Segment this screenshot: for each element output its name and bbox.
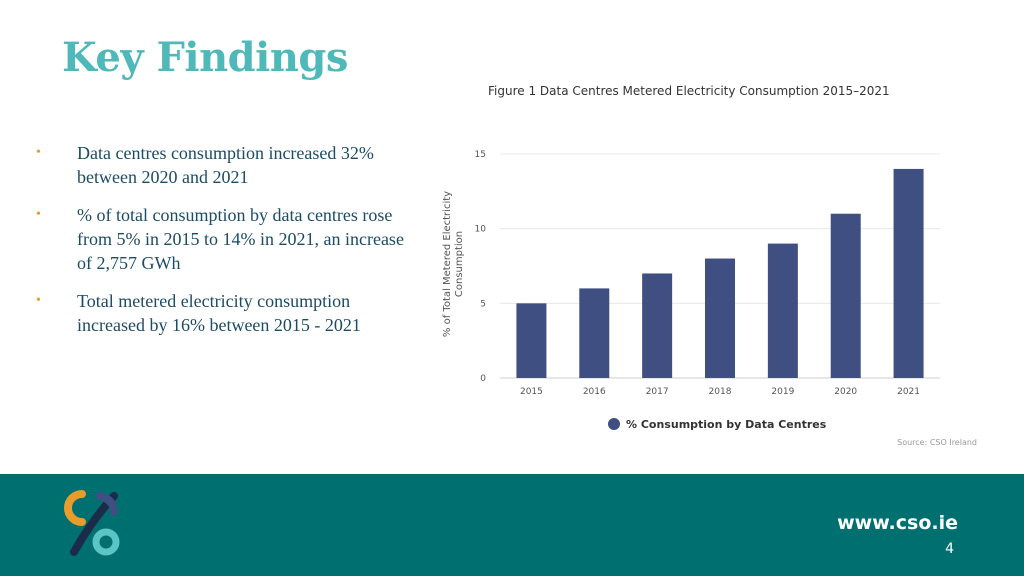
footer-bar: www.cso.ie 4 bbox=[0, 474, 1024, 576]
bullet-marker: • bbox=[36, 145, 41, 160]
chart-source: Source: CSO Ireland bbox=[897, 438, 977, 447]
bullet-marker: • bbox=[36, 293, 41, 308]
page-number: 4 bbox=[945, 541, 954, 557]
bar-2020 bbox=[830, 213, 861, 378]
bar-2016 bbox=[579, 288, 610, 378]
y-tick-label: 0 bbox=[480, 374, 486, 384]
key-findings-list: • Data centres consumption increased 32%… bbox=[36, 141, 416, 351]
bullet-item: • Data centres consumption increased 32%… bbox=[36, 141, 416, 189]
y-axis-ticks: 0 5 10 15 bbox=[475, 150, 487, 384]
bar-2021 bbox=[893, 168, 924, 378]
y-axis-label: % of Total Metered ElectricityConsumptio… bbox=[442, 191, 465, 337]
y-tick-label: 5 bbox=[480, 299, 486, 309]
bullet-text: % of total consumption by data centres r… bbox=[77, 205, 404, 273]
page-title: Key Findings bbox=[62, 34, 348, 81]
x-tick-label: 2018 bbox=[709, 387, 732, 397]
cso-logo-icon bbox=[64, 490, 120, 556]
x-tick-label: 2015 bbox=[520, 387, 543, 397]
bar-2017 bbox=[642, 273, 673, 378]
y-tick-label: 15 bbox=[475, 150, 486, 160]
chart-container: Figure 1 Data Centres Metered Electricit… bbox=[430, 74, 1000, 454]
x-tick-label: 2020 bbox=[834, 387, 857, 397]
bar-chart: Figure 1 Data Centres Metered Electricit… bbox=[442, 84, 977, 447]
bullet-text: Total metered electricity consumption in… bbox=[77, 291, 361, 335]
x-axis-ticks: 2015 2016 2017 2018 2019 2020 2021 bbox=[520, 387, 920, 397]
bullet-item: • Total metered electricity consumption … bbox=[36, 289, 416, 337]
bullet-text: Data centres consumption increased 32% b… bbox=[77, 143, 374, 187]
x-tick-label: 2016 bbox=[583, 387, 606, 397]
chart-legend: % Consumption by Data Centres bbox=[608, 418, 827, 431]
legend-marker bbox=[608, 418, 620, 430]
x-tick-label: 2017 bbox=[646, 387, 669, 397]
chart-bars bbox=[516, 168, 924, 378]
x-tick-label: 2019 bbox=[771, 387, 794, 397]
x-tick-label: 2021 bbox=[897, 387, 920, 397]
bar-2015 bbox=[516, 303, 547, 378]
legend-label: % Consumption by Data Centres bbox=[626, 418, 827, 431]
bullet-item: • % of total consumption by data centres… bbox=[36, 203, 416, 275]
bullet-marker: • bbox=[36, 207, 41, 222]
y-tick-label: 10 bbox=[475, 225, 487, 235]
bar-2018 bbox=[705, 258, 735, 378]
website-link[interactable]: www.cso.ie bbox=[837, 512, 958, 534]
bar-2019 bbox=[767, 243, 798, 378]
chart-title: Figure 1 Data Centres Metered Electricit… bbox=[488, 84, 890, 98]
